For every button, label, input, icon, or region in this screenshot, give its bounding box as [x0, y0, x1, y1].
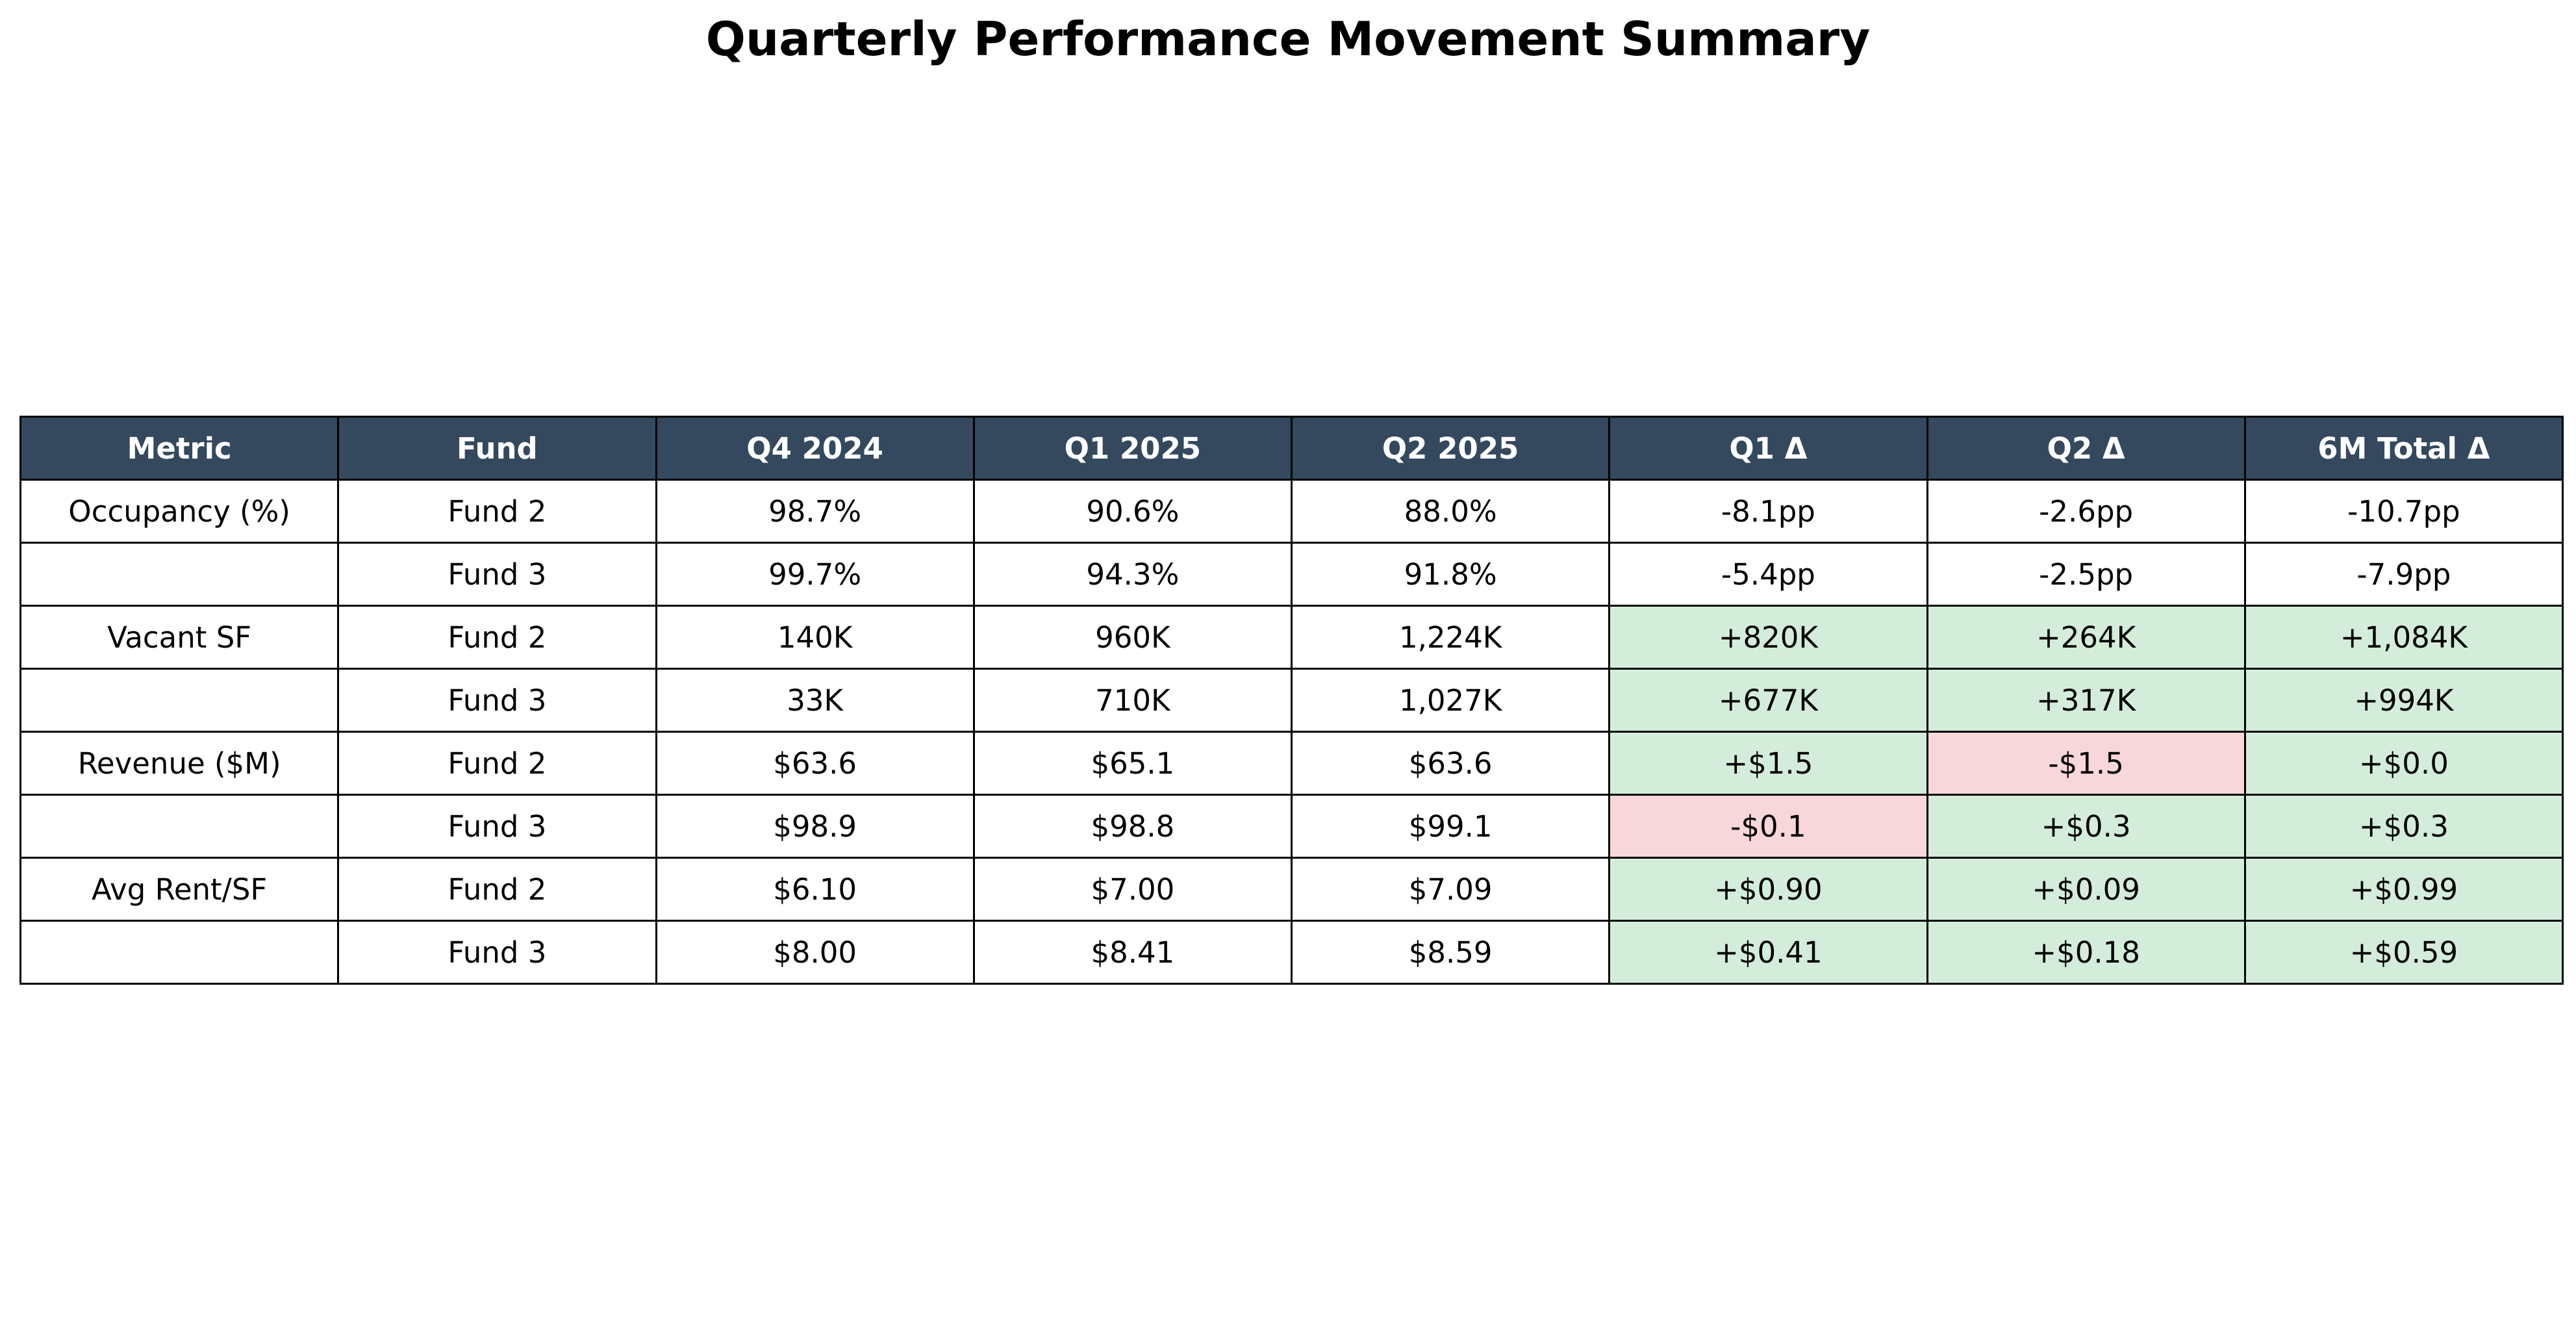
- table-cell: Fund 2: [337, 479, 657, 544]
- table-row: Occupancy (%) Fund 2 98.7% 90.6% 88.0% -8.1pp…: [19, 479, 2564, 544]
- table-cell: -2.5pp: [1926, 542, 2246, 607]
- table-cell: Avg Rent/SF: [19, 857, 340, 922]
- table-cell: $63.6: [1290, 731, 1611, 796]
- table-cell: +$0.09: [1926, 857, 2246, 922]
- column-header: Q2 Δ: [1926, 416, 2246, 481]
- table-row: Fund 3 $8.00 $8.41 $8.59 +$0.41 +$0.18 +$0.59: [19, 920, 2564, 985]
- table-cell: [19, 794, 340, 859]
- column-header: Metric: [19, 416, 340, 481]
- table-cell: 91.8%: [1290, 542, 1611, 607]
- table-cell: -10.7pp: [2243, 479, 2564, 544]
- table-cell: $98.8: [972, 794, 1293, 859]
- table-cell: 99.7%: [655, 542, 975, 607]
- table-cell: +994K: [2243, 668, 2564, 733]
- table-cell: 1,224K: [1290, 605, 1611, 670]
- table-cell: $7.09: [1290, 857, 1611, 922]
- column-header: Q1 Δ: [1608, 416, 1928, 481]
- table-row: Revenue ($M) Fund 2 $63.6 $65.1 $63.6 +$1.5 -$…: [19, 731, 2564, 796]
- table-cell: Fund 3: [337, 920, 657, 985]
- table-cell: Occupancy (%): [19, 479, 340, 544]
- table-cell: Fund 2: [337, 857, 657, 922]
- table-cell: +677K: [1608, 668, 1928, 733]
- table-cell: $65.1: [972, 731, 1293, 796]
- table-row: Fund 3 $98.9 $98.8 $99.1 -$0.1 +$0.3 +$0.3: [19, 794, 2564, 859]
- table-cell: 960K: [972, 605, 1293, 670]
- column-header: Q4 2024: [655, 416, 975, 481]
- table-cell: [19, 668, 340, 733]
- table-cell: +$0.18: [1926, 920, 2246, 985]
- table-cell: +$0.3: [2243, 794, 2564, 859]
- table-cell: 1,027K: [1290, 668, 1611, 733]
- table-cell: +$0.0: [2243, 731, 2564, 796]
- column-header: Q1 2025: [972, 416, 1293, 481]
- table-cell: +264K: [1926, 605, 2246, 670]
- table-cell: $7.00: [972, 857, 1293, 922]
- table-cell: Fund 3: [337, 794, 657, 859]
- column-header: Fund: [337, 416, 657, 481]
- table-cell: Vacant SF: [19, 605, 340, 670]
- table-cell: +$0.41: [1608, 920, 1928, 985]
- table-cell: -7.9pp: [2243, 542, 2564, 607]
- table-cell: Fund 3: [337, 542, 657, 607]
- table-cell: Revenue ($M): [19, 731, 340, 796]
- table-cell: $8.41: [972, 920, 1293, 985]
- table-cell: +317K: [1926, 668, 2246, 733]
- table-cell: $6.10: [655, 857, 975, 922]
- table-body: Occupancy (%) Fund 2 98.7% 90.6% 88.0% -8.1pp…: [19, 479, 2564, 985]
- table-cell: +1,084K: [2243, 605, 2564, 670]
- table-cell: +$0.90: [1608, 857, 1928, 922]
- table-row: Avg Rent/SF Fund 2 $6.10 $7.00 $7.09 +$0.90 +$…: [19, 857, 2564, 922]
- chart-title: Quarterly Performance Movement Summary: [705, 12, 1871, 66]
- table-cell: +820K: [1608, 605, 1928, 670]
- table-cell: +$0.99: [2243, 857, 2564, 922]
- table-cell: 98.7%: [655, 479, 975, 544]
- table-cell: $98.9: [655, 794, 975, 859]
- table-cell: $99.1: [1290, 794, 1611, 859]
- table-row: Fund 3 99.7% 94.3% 91.8% -5.4pp -2.5pp -7.9pp: [19, 542, 2564, 607]
- table-cell: 90.6%: [972, 479, 1293, 544]
- column-header: Q2 2025: [1290, 416, 1611, 481]
- table-cell: 710K: [972, 668, 1293, 733]
- table-cell: 88.0%: [1290, 479, 1611, 544]
- table-cell: 33K: [655, 668, 975, 733]
- table-cell: [19, 920, 340, 985]
- column-header: 6M Total Δ: [2243, 416, 2564, 481]
- table-cell: $63.6: [655, 731, 975, 796]
- table-cell: 94.3%: [972, 542, 1293, 607]
- table-cell: +$0.3: [1926, 794, 2246, 859]
- table-cell: -$0.1: [1608, 794, 1928, 859]
- table-cell: [19, 542, 340, 607]
- table-cell: +$1.5: [1608, 731, 1928, 796]
- table-cell: $8.59: [1290, 920, 1611, 985]
- table-row: Fund 3 33K 710K 1,027K +677K +317K +994K: [19, 668, 2564, 733]
- table-cell: -2.6pp: [1926, 479, 2246, 544]
- table-cell: Fund 2: [337, 731, 657, 796]
- table-cell: -5.4pp: [1608, 542, 1928, 607]
- table-cell: Fund 3: [337, 668, 657, 733]
- table-cell: -$1.5: [1926, 731, 2246, 796]
- table-cell: +$0.59: [2243, 920, 2564, 985]
- table-cell: $8.00: [655, 920, 975, 985]
- table-row: Vacant SF Fund 2 140K 960K 1,224K +820K +264K +…: [19, 605, 2564, 670]
- table-cell: Fund 2: [337, 605, 657, 670]
- table-cell: 140K: [655, 605, 975, 670]
- table-cell: -8.1pp: [1608, 479, 1928, 544]
